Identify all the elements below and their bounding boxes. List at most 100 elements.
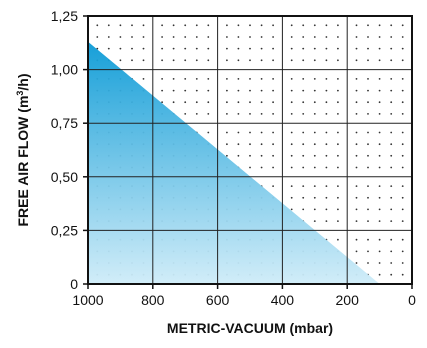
- background-dot: [390, 59, 393, 62]
- y-tick-label: 0,50: [51, 169, 78, 185]
- background-dot: [401, 131, 404, 134]
- background-dot: [96, 47, 99, 50]
- background-dot: [325, 166, 328, 169]
- background-dot: [272, 78, 274, 80]
- background-dot: [161, 47, 164, 50]
- x-tick-label: 200: [336, 292, 360, 308]
- background-dot: [367, 59, 369, 62]
- background-dot: [195, 101, 198, 104]
- background-dot: [337, 59, 339, 62]
- background-dot: [367, 89, 369, 92]
- background-dot: [313, 196, 316, 199]
- background-dot: [272, 47, 274, 50]
- area-series: [88, 41, 380, 284]
- background-dot: [313, 154, 316, 157]
- background-dot: [390, 36, 393, 38]
- background-dot: [290, 24, 293, 27]
- background-dot: [142, 78, 145, 80]
- y-axis-title-end: /h): [15, 73, 31, 90]
- background-dot: [313, 220, 316, 223]
- background-dot: [237, 143, 240, 146]
- background-dot: [237, 78, 240, 80]
- background-dot: [401, 59, 404, 62]
- background-dot: [325, 220, 328, 223]
- plot-frame: [87, 15, 413, 285]
- background-dot: [390, 154, 393, 157]
- background-dot: [290, 36, 293, 38]
- background-dot: [302, 113, 305, 115]
- background-dot: [325, 208, 328, 211]
- background-dot: [302, 24, 305, 27]
- background-dot: [226, 143, 228, 146]
- background-dot: [337, 154, 339, 157]
- background-dot: [378, 220, 381, 223]
- background-dot: [237, 154, 240, 157]
- background-dot: [260, 143, 263, 146]
- background-dot: [161, 78, 164, 80]
- background-dot: [367, 131, 369, 134]
- background-dot: [260, 47, 263, 50]
- y-tick-label: 1,00: [51, 62, 78, 78]
- background-dot: [337, 89, 339, 92]
- background-dot: [367, 220, 369, 223]
- background-dot: [302, 196, 305, 199]
- background-dot: [355, 89, 358, 92]
- background-dot: [313, 59, 316, 62]
- background-dot: [302, 78, 305, 80]
- background-dot: [401, 78, 404, 80]
- background-dot: [272, 131, 274, 134]
- background-dot: [302, 143, 305, 146]
- background-dot: [378, 59, 381, 62]
- background-dot: [260, 36, 263, 38]
- background-dot: [172, 101, 175, 104]
- background-dot: [226, 78, 228, 80]
- background-dot: [142, 36, 145, 38]
- background-dot: [367, 166, 369, 169]
- background-dot: [337, 101, 339, 104]
- background-dot: [401, 196, 404, 199]
- background-dot: [237, 36, 240, 38]
- background-dot: [337, 113, 339, 115]
- background-dot: [302, 131, 305, 134]
- background-dot: [207, 47, 210, 50]
- background-dot: [302, 47, 305, 50]
- background-dot: [226, 47, 228, 50]
- background-dot: [207, 24, 210, 27]
- background-dot: [195, 78, 198, 80]
- background-dot: [290, 154, 293, 157]
- background-dot: [237, 89, 240, 92]
- background-dot: [96, 24, 99, 27]
- background-dot: [390, 196, 393, 199]
- background-dot: [249, 113, 251, 115]
- background-dot: [401, 113, 404, 115]
- background-dot: [355, 113, 358, 115]
- background-dot: [302, 208, 305, 211]
- background-dot: [325, 154, 328, 157]
- background-dot: [119, 36, 122, 38]
- background-dot: [390, 89, 393, 92]
- background-dot: [401, 220, 404, 223]
- background-dot: [302, 185, 305, 188]
- background-dot: [249, 59, 251, 62]
- background-dot: [272, 143, 274, 146]
- background-dot: [237, 131, 240, 134]
- background-dot: [325, 185, 328, 188]
- background-dot: [337, 208, 339, 211]
- area-fill: [88, 41, 380, 284]
- background-dot: [313, 143, 316, 146]
- background-dot: [378, 154, 381, 157]
- background-dot: [119, 24, 122, 27]
- background-dot: [355, 47, 358, 50]
- background-dot: [355, 59, 358, 62]
- background-dot: [260, 154, 263, 157]
- x-tick-label: 0: [408, 292, 416, 308]
- background-dot: [290, 208, 293, 211]
- background-dot: [290, 101, 293, 104]
- background-dot: [290, 131, 293, 134]
- background-dot: [337, 36, 339, 38]
- background-dot: [355, 220, 358, 223]
- background-dot: [260, 166, 263, 169]
- background-dot: [378, 262, 381, 264]
- background-dot: [367, 143, 369, 146]
- background-dot: [249, 24, 251, 27]
